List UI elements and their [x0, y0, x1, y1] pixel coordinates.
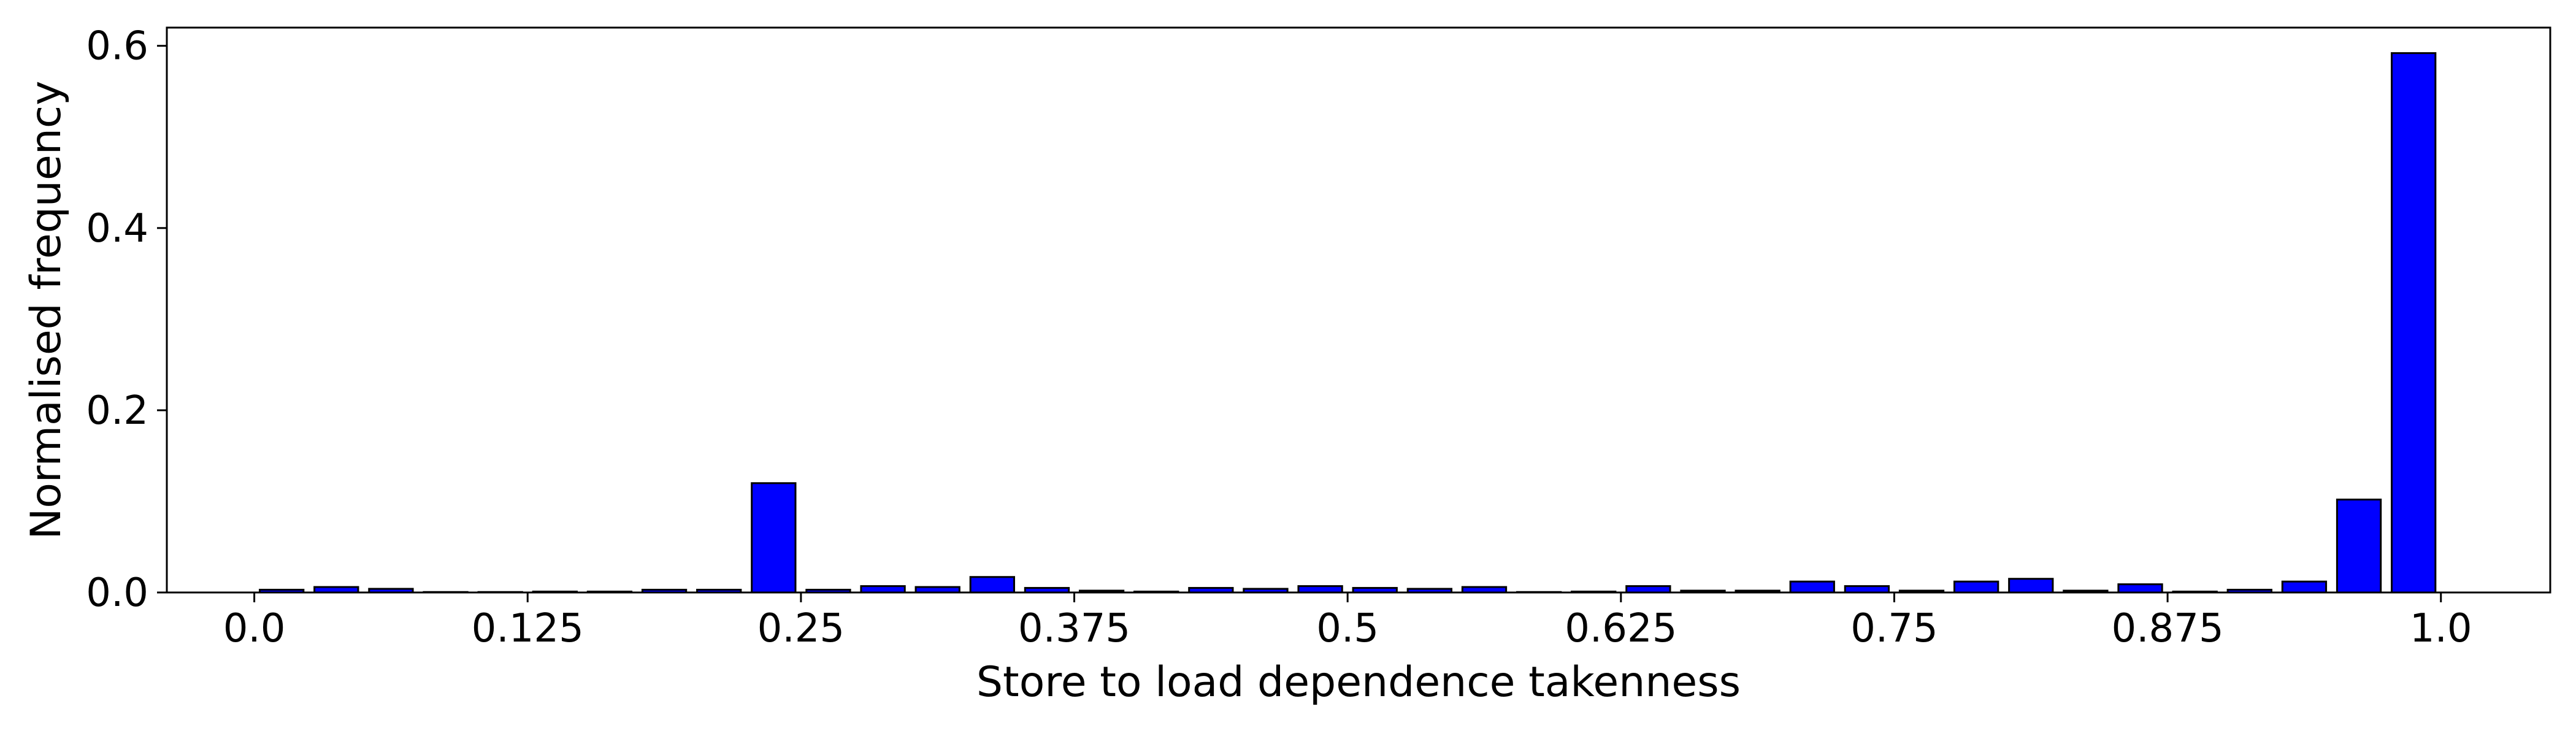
x-tick-label: 0.5 [1316, 606, 1379, 651]
bar [2391, 52, 2437, 594]
bar [2336, 498, 2382, 594]
bar [751, 482, 797, 594]
x-tick-label: 1.0 [2410, 606, 2472, 651]
bars-layer [259, 52, 2437, 594]
x-tick-label: 0.25 [757, 606, 845, 651]
bar [2281, 580, 2328, 594]
y-tick-label: 0.6 [86, 24, 148, 69]
bar [1625, 585, 1671, 594]
x-tick-label: 0.875 [2111, 606, 2223, 651]
bar [1953, 580, 1999, 594]
x-tick-label: 0.375 [1018, 606, 1130, 651]
bar [1789, 580, 1835, 594]
y-tick-label: 0.4 [86, 206, 148, 251]
x-tick-label: 0.125 [472, 606, 584, 651]
plot-frame [166, 26, 2551, 594]
x-tick-label: 0.0 [223, 606, 286, 651]
x-axis-label: Store to load dependence takenness [976, 658, 1741, 707]
bar [2117, 583, 2163, 594]
bar [860, 585, 906, 594]
bar [1297, 585, 1343, 594]
bar [969, 576, 1015, 594]
y-tick-label: 0.0 [86, 570, 148, 616]
y-tick-label: 0.2 [86, 388, 148, 434]
bar [2008, 578, 2054, 594]
y-axis-ticks: 0.0 0.2 0.4 0.6 [86, 24, 167, 616]
bar [1844, 585, 1890, 594]
y-axis-label: Normalised frequency [22, 80, 71, 539]
x-axis-ticks: 0.0 0.125 0.25 0.375 0.5 0.625 0.75 0.875 1.0 [223, 592, 2472, 651]
x-tick-label: 0.75 [1850, 606, 1938, 651]
x-tick-label: 0.625 [1565, 606, 1677, 651]
